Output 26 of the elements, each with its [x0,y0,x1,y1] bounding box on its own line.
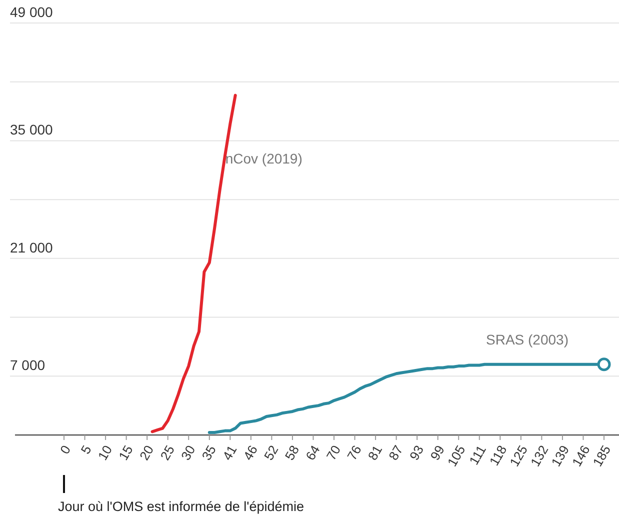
x-tick-label: 52 [261,442,282,463]
series-label: nCov (2019) [225,150,302,166]
y-tick-label: 35 000 [10,122,54,138]
x-tick-label: 111 [466,442,489,468]
x-tick-label: 81 [364,442,386,463]
text: Jour où l'OMS est informée de l'épidémie [58,499,304,514]
series-label: SRAS (2003) [486,331,568,348]
y-tick-label: 7 000 [10,357,46,374]
x-tick-label: 41 [220,442,240,463]
x-tick-label: 46 [240,442,260,463]
y-tick-label: 21 000 [10,239,54,256]
x-tick-label: 15 [116,442,136,463]
x-tick-label: 0 [56,442,74,456]
x-tick-label: 64 [302,442,323,463]
x-tick-label: 70 [323,442,344,463]
x-tick-label: 25 [157,442,178,463]
x-tick-label: 5 [78,442,94,456]
y-tick-label: 49 000 [10,4,54,20]
x-tick-label: 10 [94,442,116,463]
x-tick-label: 76 [344,442,364,463]
x-tick-label: 87 [386,442,406,463]
x-tick-label: 30 [178,442,198,463]
x-tick-label: 20 [136,442,157,463]
x-tick-label: 93 [406,442,427,463]
x-tick-label: 58 [282,442,302,463]
x-tick-label: 35 [198,442,219,463]
